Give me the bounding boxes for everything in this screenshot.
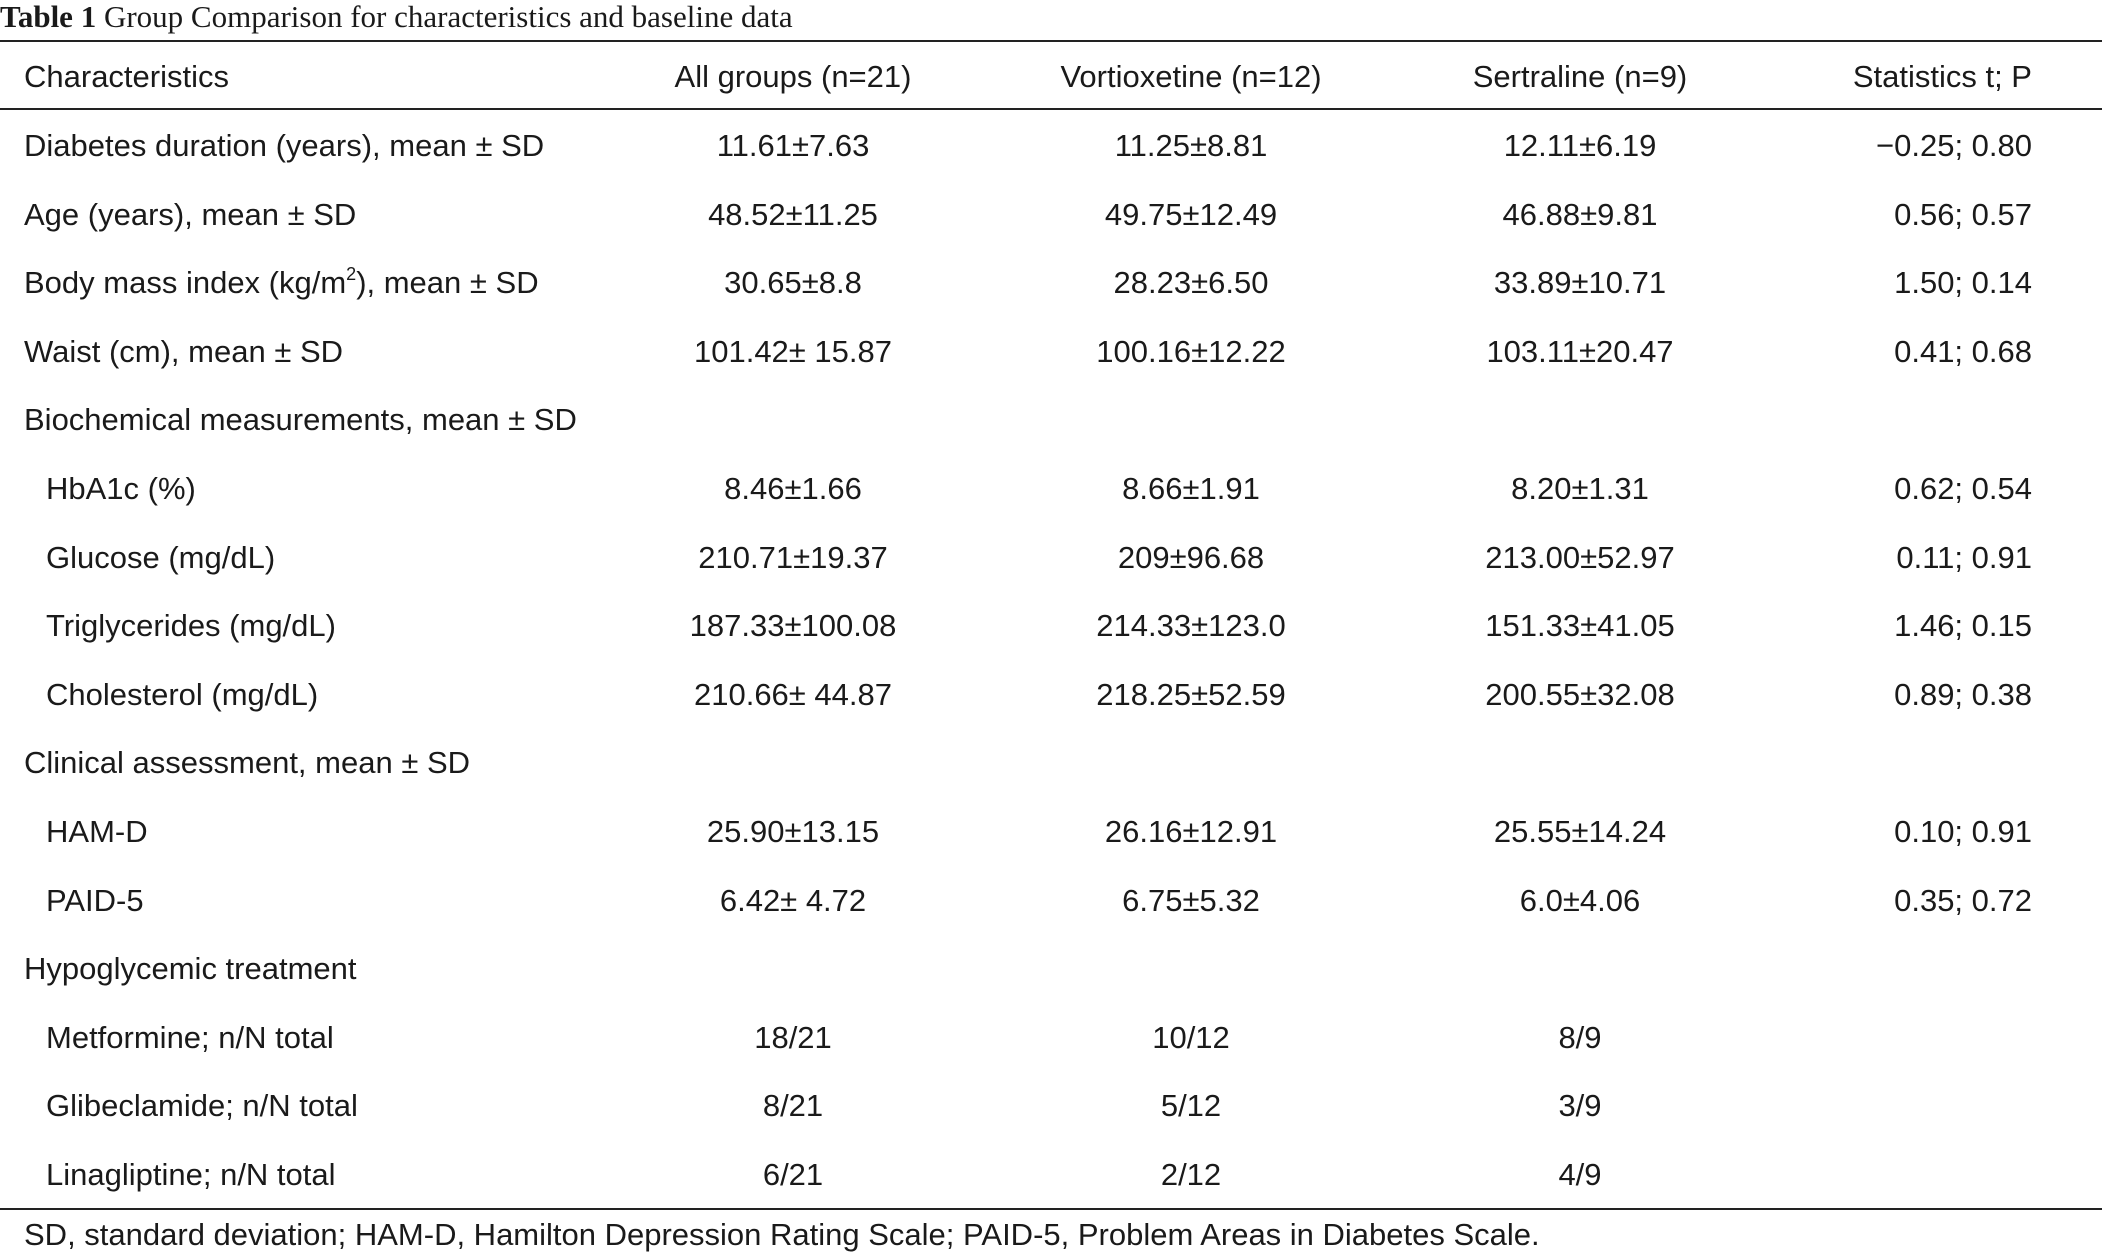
- table-caption: Table 1 Group Comparison for characteris…: [0, 0, 793, 38]
- row-label: Biochemical measurements, mean ± SD: [24, 402, 577, 437]
- row-label: Body mass index (kg/m2), mean ± SD: [24, 263, 539, 300]
- table-row: Waist (cm), mean ± SD 101.42± 15.87 100.16…: [0, 317, 2102, 386]
- table-header-rule: [0, 108, 2102, 110]
- row-label: Triglycerides (mg/dL): [46, 608, 336, 643]
- table-row: Hypoglycemic treatment: [0, 934, 2102, 1003]
- row-label: Linagliptine; n/N total: [46, 1157, 336, 1192]
- table-row: Diabetes duration (years), mean ± SD 11.6…: [0, 111, 2102, 180]
- table-header-row: Characteristics All groups (n=21) Vortio…: [0, 42, 2102, 111]
- row-label: HbA1c (%): [46, 471, 196, 506]
- table-footnote: SD, standard deviation; HAM-D, Hamilton …: [24, 1217, 1540, 1252]
- row-label: Cholesterol (mg/dL): [46, 677, 319, 712]
- table-row: Glibeclamide; n/N total 8/21 5/12 3/9: [0, 1071, 2102, 1140]
- table-row: Biochemical measurements, mean ± SD: [0, 385, 2102, 454]
- table-bottom-rule: [0, 1208, 2102, 1210]
- table-row: HAM-D 25.90±13.15 26.16±12.91 25.55±14.24 0.…: [0, 797, 2102, 866]
- table-title: Group Comparison for characteristics and…: [103, 0, 793, 34]
- table-top-rule: [0, 40, 2102, 42]
- header-characteristics: Characteristics: [24, 59, 229, 94]
- row-label: PAID-5: [46, 883, 144, 918]
- table-number: Table 1: [0, 0, 97, 34]
- row-label: Glucose (mg/dL): [46, 540, 276, 575]
- row-label: Glibeclamide; n/N total: [46, 1088, 358, 1123]
- table-row: Clinical assessment, mean ± SD: [0, 728, 2102, 797]
- table-row: PAID-5 6.42± 4.72 6.75±5.32 6.0±4.06 0.35; 0…: [0, 866, 2102, 935]
- row-label: Diabetes duration (years), mean ± SD: [24, 128, 545, 163]
- table-row: Age (years), mean ± SD 48.52±11.25 49.75±1…: [0, 180, 2102, 249]
- table-row: Body mass index (kg/m2), mean ± SD 30.65±…: [0, 248, 2102, 317]
- row-label: Hypoglycemic treatment: [24, 951, 357, 986]
- table-row: HbA1c (%) 8.46±1.66 8.66±1.91 8.20±1.31 0.62…: [0, 454, 2102, 523]
- row-label: Age (years), mean ± SD: [24, 197, 357, 232]
- table-row: Linagliptine; n/N total 6/21 2/12 4/9: [0, 1140, 2102, 1209]
- table-row: Cholesterol (mg/dL) 210.66± 44.87 218.25±5…: [0, 660, 2102, 729]
- table-row: Triglycerides (mg/dL) 187.33±100.08 214.33…: [0, 591, 2102, 660]
- table-row: Metformine; n/N total 18/21 10/12 8/9: [0, 1003, 2102, 1072]
- table-row: Glucose (mg/dL) 210.71±19.37 209±96.68 213.…: [0, 523, 2102, 592]
- row-label: Clinical assessment, mean ± SD: [24, 745, 471, 780]
- row-label: HAM-D: [46, 814, 148, 849]
- row-label: Waist (cm), mean ± SD: [24, 334, 344, 369]
- row-label: Metformine; n/N total: [46, 1020, 334, 1055]
